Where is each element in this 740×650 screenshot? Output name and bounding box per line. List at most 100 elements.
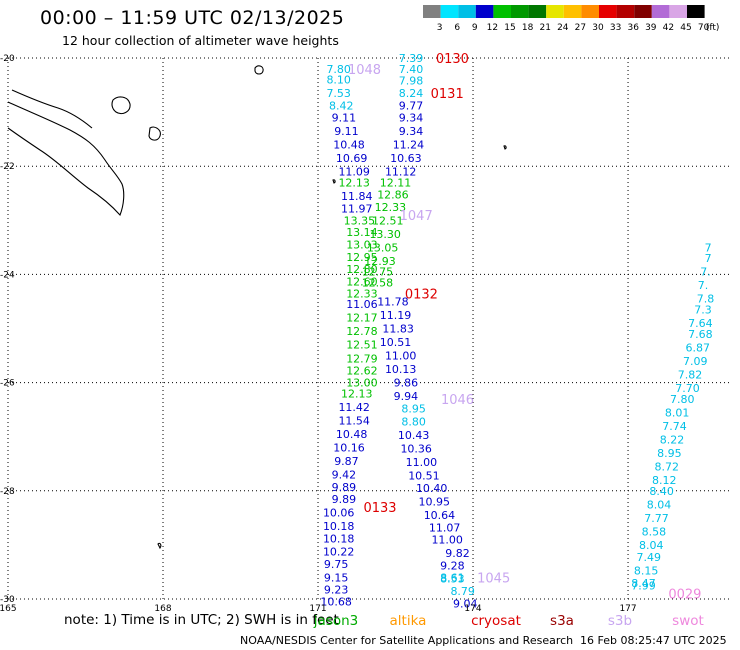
wave-height-label: 9.82 bbox=[445, 547, 470, 560]
y-tick-label: -30 bbox=[0, 595, 15, 605]
island-small-2 bbox=[157, 542, 162, 550]
colorbar-label: 6 bbox=[454, 23, 460, 33]
wave-height-label: 12.93 bbox=[364, 255, 396, 268]
chart-subtitle: 12 hour collection of altimeter wave hei… bbox=[62, 33, 339, 48]
colorbar-label: 30 bbox=[592, 23, 604, 33]
wave-height-label: 8.04 bbox=[639, 539, 664, 552]
track-group: 777.7.7.87.37.647.686.877.097.827.707.80… bbox=[631, 241, 714, 592]
wave-height-label: 7 bbox=[705, 241, 712, 254]
colorbar-swatch bbox=[581, 5, 599, 18]
wave-height-label: 7.80 bbox=[326, 63, 351, 76]
wave-height-label: 7.3 bbox=[694, 304, 712, 317]
time-label: 0130 bbox=[436, 52, 469, 67]
wave-height-label: 8.12 bbox=[652, 474, 677, 487]
wave-height-label: 12.13 bbox=[338, 176, 370, 189]
wave-height-label: 11.97 bbox=[341, 202, 373, 215]
wave-height-label: 8.95 bbox=[401, 403, 426, 416]
time-label: 1045 bbox=[477, 571, 510, 586]
wave-height-label: 8.53 bbox=[440, 572, 465, 585]
wave-height-label: 10.16 bbox=[333, 442, 365, 455]
wave-height-label: 12.13 bbox=[341, 387, 373, 400]
wave-height-label: 13.35 bbox=[344, 214, 376, 227]
track-group: 7.808.107.538.429.119.1110.4810.6911.091… bbox=[320, 63, 377, 609]
y-tick-label: -20 bbox=[0, 54, 15, 64]
time-label: 0132 bbox=[405, 287, 438, 302]
wave-height-label: 11.42 bbox=[338, 401, 370, 414]
wave-height-label: 13.30 bbox=[369, 228, 401, 241]
wave-height-label: 7.09 bbox=[683, 355, 708, 368]
wave-height-label: 9.15 bbox=[324, 571, 349, 584]
wave-height-label: 9.89 bbox=[332, 493, 357, 506]
wave-height-label: 12.78 bbox=[346, 325, 378, 338]
wave-height-label: 9.89 bbox=[332, 481, 357, 494]
wave-height-label: 8.15 bbox=[634, 564, 659, 577]
wave-height-label: 13.03 bbox=[346, 239, 378, 252]
wave-height-label: 12.86 bbox=[377, 188, 409, 201]
wave-height-tracks: 7.808.107.538.429.119.1110.4810.6911.091… bbox=[320, 52, 714, 610]
colorbar-swatch bbox=[687, 5, 705, 18]
colorbar-label: 27 bbox=[575, 23, 586, 33]
wave-height-label: 8.95 bbox=[657, 447, 682, 460]
colorbar-label: 21 bbox=[539, 23, 550, 33]
wave-height-label: 12.17 bbox=[346, 312, 378, 325]
colorbar-swatch bbox=[511, 5, 529, 18]
wave-height-label: 7.8 bbox=[697, 293, 715, 306]
wave-height-label: 7.40 bbox=[399, 63, 424, 76]
colorbar-swatch bbox=[458, 5, 476, 18]
colorbar-swatch bbox=[616, 5, 635, 18]
colorbar-swatch bbox=[669, 5, 687, 18]
wave-height-label: 12.80 bbox=[346, 263, 378, 276]
wave-height-label: 8.22 bbox=[660, 433, 685, 446]
wave-height-label: 7.39 bbox=[399, 52, 424, 65]
colorbar-legend: 3 6 9 12 15 18 21 24 27 30 33 36 39 42 45 70(ft) bbox=[423, 5, 719, 33]
wave-height-label: 8.47 bbox=[631, 577, 656, 590]
wave-height-label: 10.06 bbox=[323, 506, 355, 519]
wave-height-label: 11.00 bbox=[431, 533, 463, 546]
colorbar-swatch bbox=[634, 5, 652, 18]
x-tick-label: 177 bbox=[619, 604, 636, 614]
wave-height-label: 12.33 bbox=[375, 201, 407, 214]
wave-height-label: 6.87 bbox=[686, 341, 711, 354]
wave-height-label: 12.51 bbox=[372, 214, 404, 227]
wave-height-label: 9.94 bbox=[394, 390, 419, 403]
colorbar-swatch bbox=[546, 5, 564, 18]
colorbar-swatch bbox=[563, 5, 582, 18]
wave-height-label: 13.00 bbox=[346, 377, 378, 390]
colorbar-label: 39 bbox=[645, 23, 657, 33]
wave-height-label: 12.62 bbox=[346, 365, 378, 378]
wave-height-label: 10.36 bbox=[400, 443, 432, 456]
wave-height-label: 12.33 bbox=[346, 287, 378, 300]
wave-height-label: 10.69 bbox=[336, 152, 368, 165]
island-small-4 bbox=[332, 179, 336, 184]
y-tick-label: -22 bbox=[0, 162, 15, 172]
wave-height-label: 8.40 bbox=[649, 485, 674, 498]
colorbar-label: 15 bbox=[504, 23, 515, 33]
colorbar-label: (ft) bbox=[706, 23, 720, 33]
wave-height-label: 9.86 bbox=[394, 377, 419, 390]
wave-height-label: 9.42 bbox=[332, 469, 357, 482]
colorbar-label: 33 bbox=[610, 23, 621, 33]
time-label: 1047 bbox=[400, 209, 433, 224]
wave-height-label: 8.80 bbox=[401, 416, 426, 429]
colorbar-label: 42 bbox=[663, 23, 674, 33]
wave-height-label: 11.09 bbox=[338, 166, 370, 179]
wave-height-label: 7.98 bbox=[399, 75, 424, 88]
island-loyalty-2 bbox=[148, 126, 161, 141]
wave-height-label: 7.70 bbox=[675, 382, 700, 395]
x-tick-label: 174 bbox=[464, 604, 481, 614]
wave-height-label: 8.72 bbox=[655, 460, 680, 473]
wave-height-label: 8.24 bbox=[399, 87, 424, 100]
colorbar-label: 18 bbox=[522, 23, 534, 33]
colorbar-swatch bbox=[493, 5, 511, 18]
time-label: 0131 bbox=[431, 87, 464, 102]
x-tick-label: 171 bbox=[309, 604, 326, 614]
wave-height-label: 8.42 bbox=[329, 100, 354, 113]
wave-height-label: 7.77 bbox=[644, 512, 669, 525]
wave-height-label: 11.83 bbox=[382, 323, 414, 336]
wave-height-label: 11.07 bbox=[429, 522, 461, 535]
wave-height-label: 9.28 bbox=[440, 559, 465, 572]
wave-height-label: 13.05 bbox=[367, 241, 399, 254]
